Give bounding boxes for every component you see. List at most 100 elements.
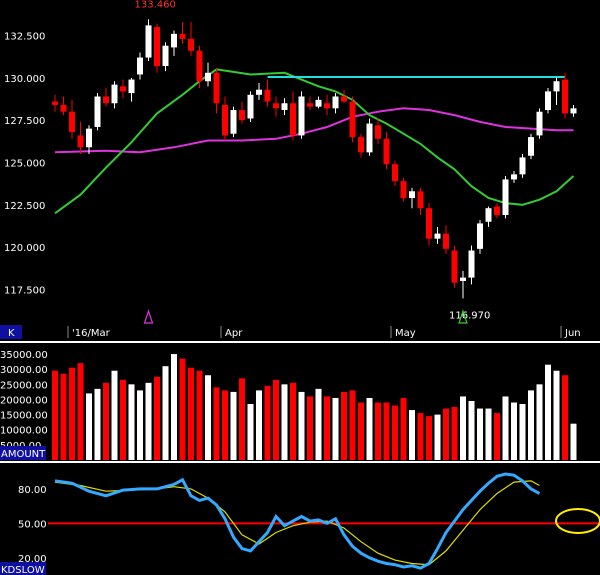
slow-k-line xyxy=(54,472,541,570)
candle-body xyxy=(137,57,143,75)
candle-body xyxy=(383,138,390,165)
candle xyxy=(205,62,211,87)
volume-bar xyxy=(460,396,466,460)
volume-bar xyxy=(332,397,339,460)
date-label: '16/Mar xyxy=(72,328,111,339)
candle xyxy=(111,81,118,109)
candle-body xyxy=(553,81,560,92)
candle-body xyxy=(536,111,543,136)
volume-bar xyxy=(86,393,92,460)
volume-bar xyxy=(383,402,390,460)
candle-body xyxy=(281,103,288,111)
candle-body xyxy=(460,277,466,281)
date-label: Jun xyxy=(564,328,581,339)
volume-bar xyxy=(545,364,551,460)
candle-body xyxy=(264,89,271,102)
candle-body xyxy=(196,50,203,82)
candle-body xyxy=(349,101,356,138)
volume-bar xyxy=(409,410,415,460)
candle-body xyxy=(468,250,475,278)
volume-bar xyxy=(307,396,313,460)
volume-bar xyxy=(417,413,424,460)
volume-bar xyxy=(392,405,398,460)
candle-body xyxy=(375,125,381,139)
candle xyxy=(409,187,415,209)
volume-bar xyxy=(103,382,109,460)
volume-bar xyxy=(247,404,254,460)
candle-body xyxy=(409,191,415,199)
candle xyxy=(570,104,577,117)
volume-bar xyxy=(205,375,211,460)
candle xyxy=(222,96,228,141)
candle xyxy=(519,154,526,178)
candle-body xyxy=(315,99,322,107)
price-panel-label: K xyxy=(8,328,15,339)
oscillator-panel-label[interactable]: KDSLOW xyxy=(0,562,46,575)
candle xyxy=(383,132,390,170)
candle xyxy=(332,93,339,114)
volume-bar xyxy=(511,402,517,460)
candle xyxy=(545,88,551,114)
candle xyxy=(137,52,143,80)
volume-bar xyxy=(273,379,279,460)
candle xyxy=(179,22,186,45)
volume-bar xyxy=(477,408,483,460)
candle-body xyxy=(145,25,152,58)
volume-panel-label[interactable]: AMOUNT xyxy=(0,446,46,460)
candle xyxy=(324,94,330,116)
volume-tick-label: 30000.00 xyxy=(0,365,48,376)
volume-bar xyxy=(256,390,262,460)
candle xyxy=(536,108,543,139)
candle xyxy=(528,133,534,160)
volume-bar xyxy=(290,382,296,460)
volume-axis: 35000.00 30000.00 25000.00 20000.00 15000.00… xyxy=(0,350,48,452)
candle-body xyxy=(332,96,339,109)
candle-body xyxy=(307,103,313,107)
candle-body xyxy=(94,96,101,127)
candle xyxy=(247,91,254,122)
candle-body xyxy=(562,79,568,114)
volume-tick-label: 35000.00 xyxy=(0,350,48,361)
candle xyxy=(375,118,381,144)
candle xyxy=(77,121,84,155)
candle xyxy=(171,30,177,56)
oscillator-tick-label: 20.00 xyxy=(18,554,47,565)
candle-body xyxy=(417,191,424,209)
candle-body xyxy=(171,33,177,48)
volume-bar xyxy=(519,404,526,460)
volume-tick-label: 25000.00 xyxy=(0,380,48,391)
volume-bar xyxy=(366,397,373,460)
candle xyxy=(315,96,322,109)
candle-body xyxy=(519,157,526,175)
candle xyxy=(281,98,288,116)
price-tick-label: 132.500 xyxy=(4,32,45,43)
volume-tick-label: 10000.00 xyxy=(0,426,48,437)
candle-body xyxy=(222,104,228,136)
volume-bar xyxy=(52,370,58,460)
candle-body xyxy=(120,86,126,92)
candle-body xyxy=(52,101,58,105)
triangle-marker xyxy=(458,309,468,324)
volume-bar xyxy=(120,379,126,460)
candle-body xyxy=(392,164,398,182)
candle xyxy=(426,203,432,246)
volume-bar xyxy=(502,396,509,460)
volume-bar xyxy=(196,370,203,460)
candle xyxy=(307,96,313,111)
price-axis: 132.500 130.000 127.500 125.000 122.500 120.0… xyxy=(4,32,45,297)
candle-body xyxy=(111,84,118,104)
candle xyxy=(188,22,194,56)
oscillator-tick-label: 80.00 xyxy=(18,485,47,496)
volume-bar xyxy=(434,414,441,460)
candle xyxy=(239,101,245,124)
candle-body xyxy=(341,96,347,102)
candle xyxy=(358,133,364,158)
candle xyxy=(69,99,75,139)
volume-bar xyxy=(94,388,101,460)
volume-bar xyxy=(230,391,237,460)
candle xyxy=(60,96,67,116)
candle xyxy=(494,203,500,219)
volume-bar xyxy=(60,373,67,460)
price-panel-label-box[interactable] xyxy=(0,325,22,339)
